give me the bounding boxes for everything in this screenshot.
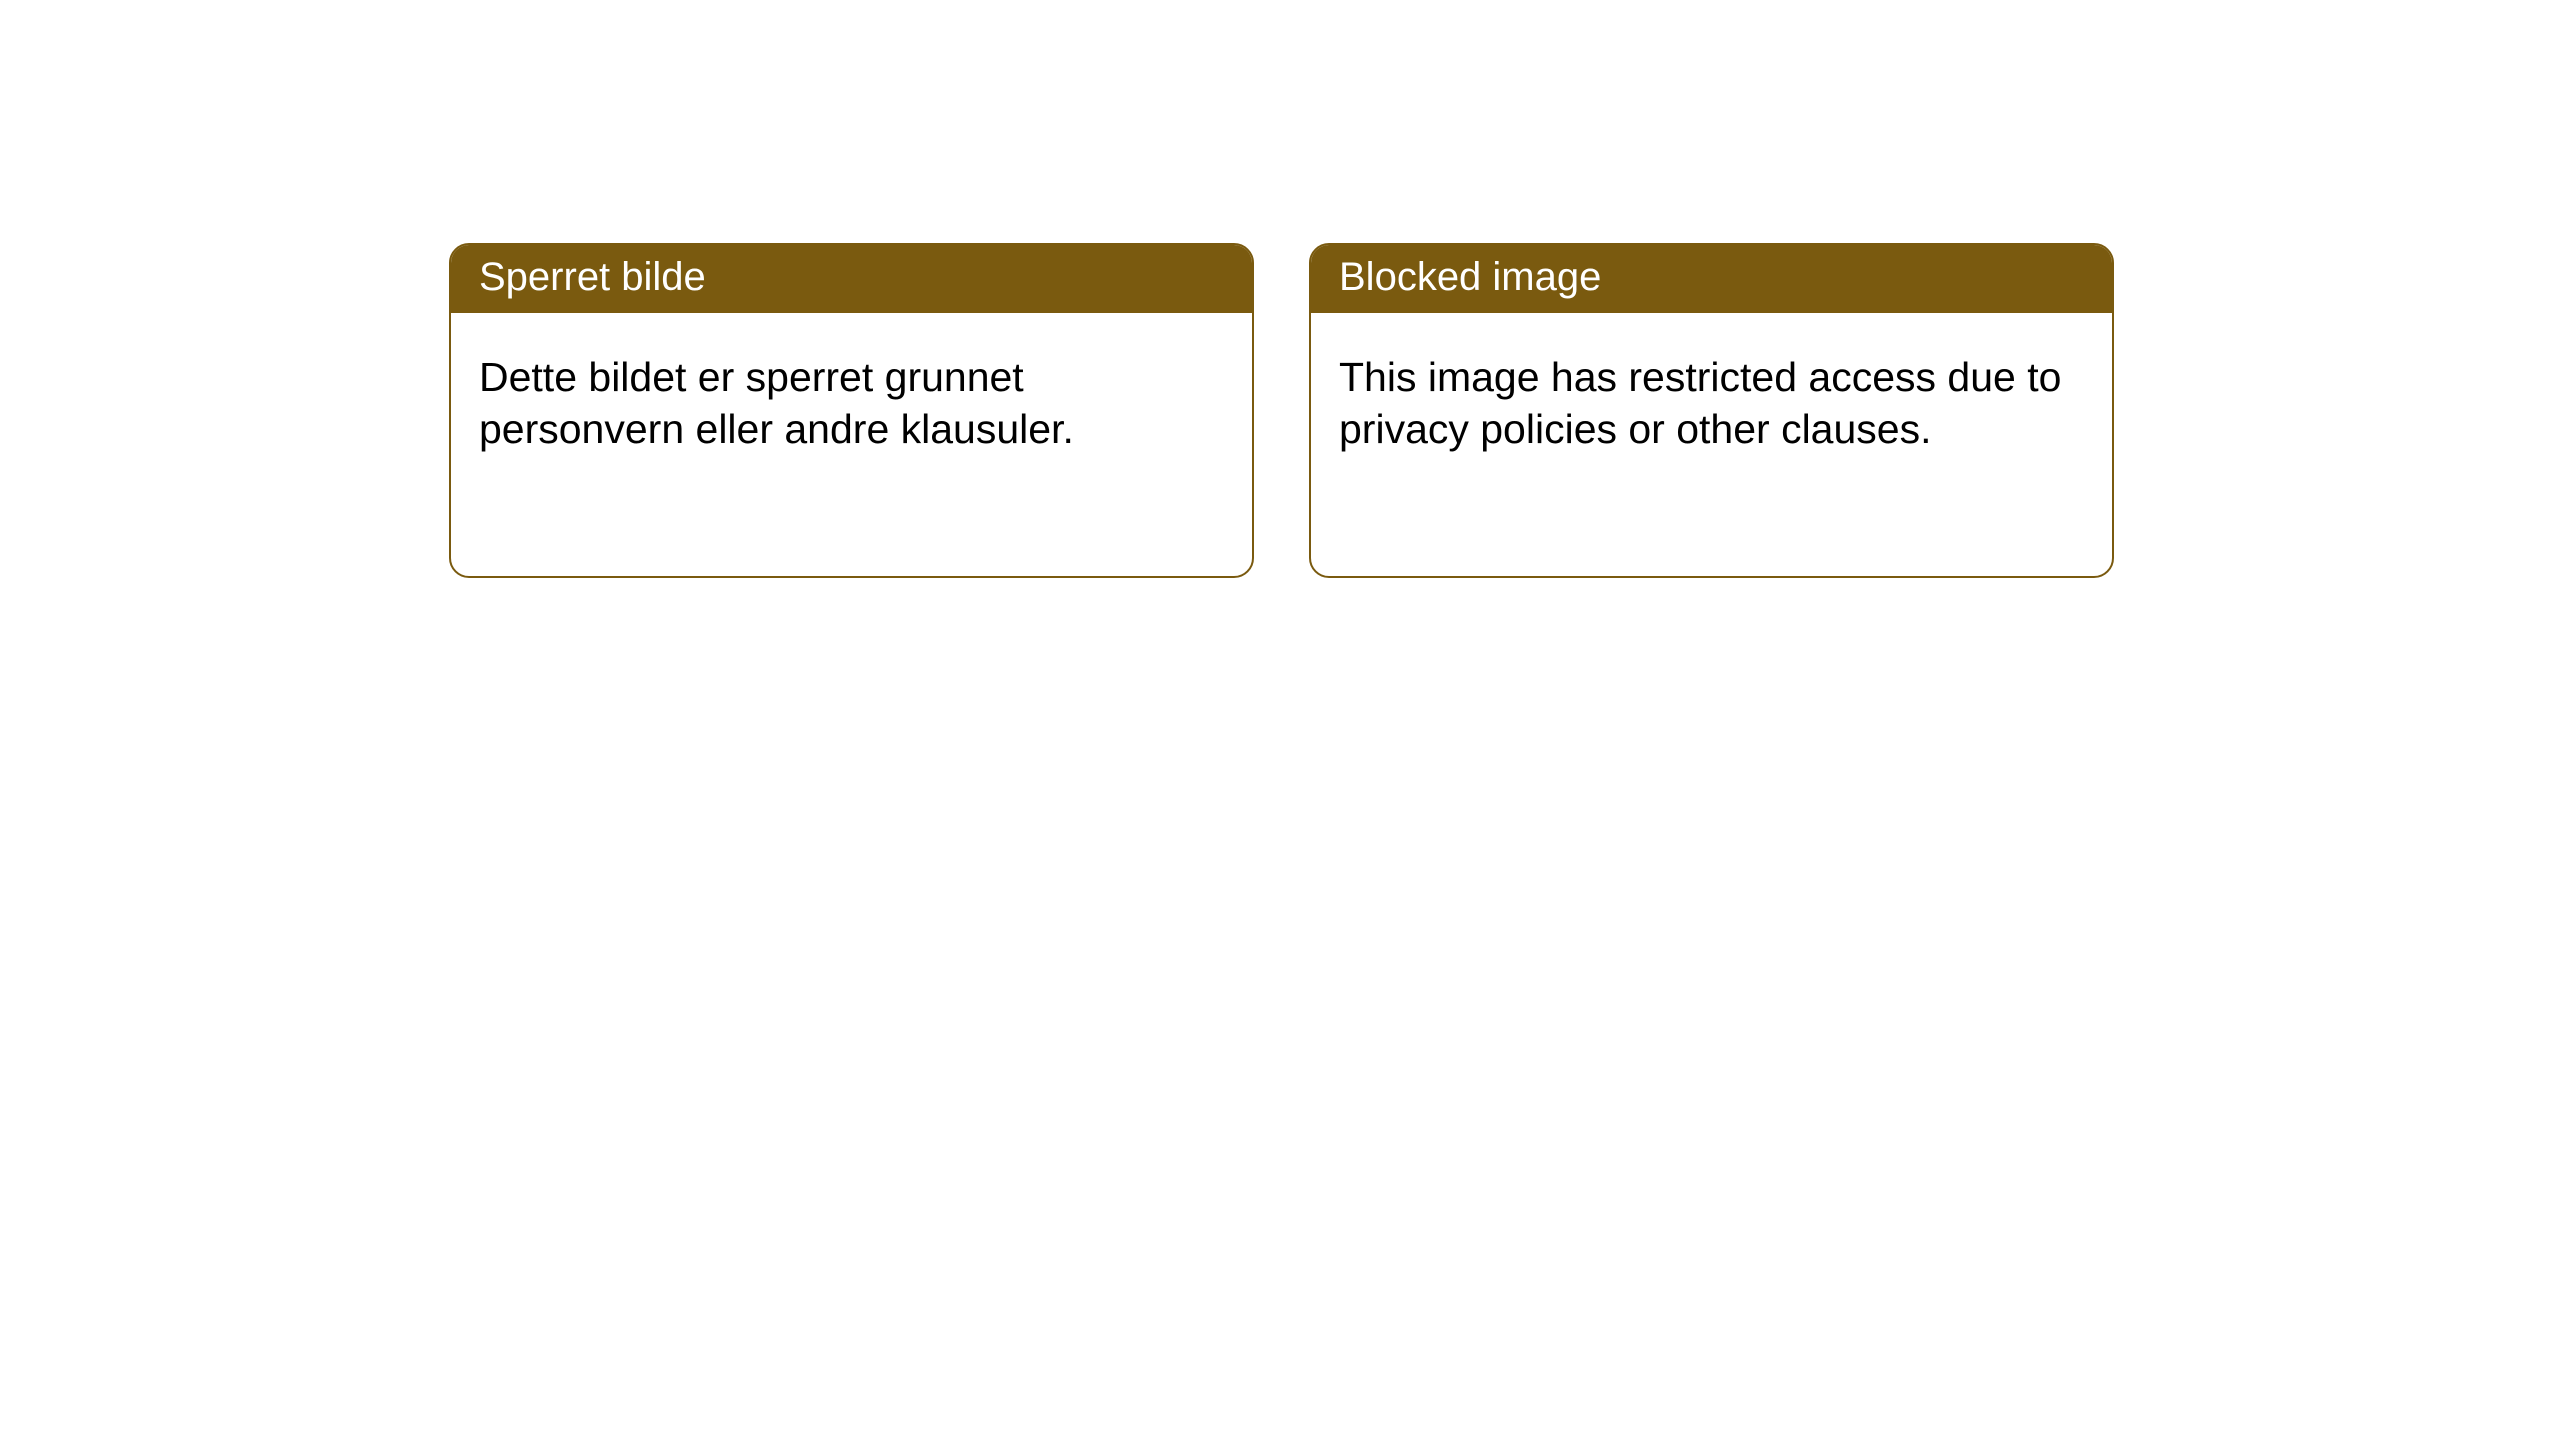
notice-container: Sperret bilde Dette bildet er sperret gr… [0,0,2560,578]
notice-card-english: Blocked image This image has restricted … [1309,243,2114,578]
notice-card-norwegian: Sperret bilde Dette bildet er sperret gr… [449,243,1254,578]
notice-card-title: Blocked image [1311,245,2112,313]
notice-card-title: Sperret bilde [451,245,1252,313]
notice-card-body: This image has restricted access due to … [1311,313,2112,483]
notice-card-body: Dette bildet er sperret grunnet personve… [451,313,1252,483]
